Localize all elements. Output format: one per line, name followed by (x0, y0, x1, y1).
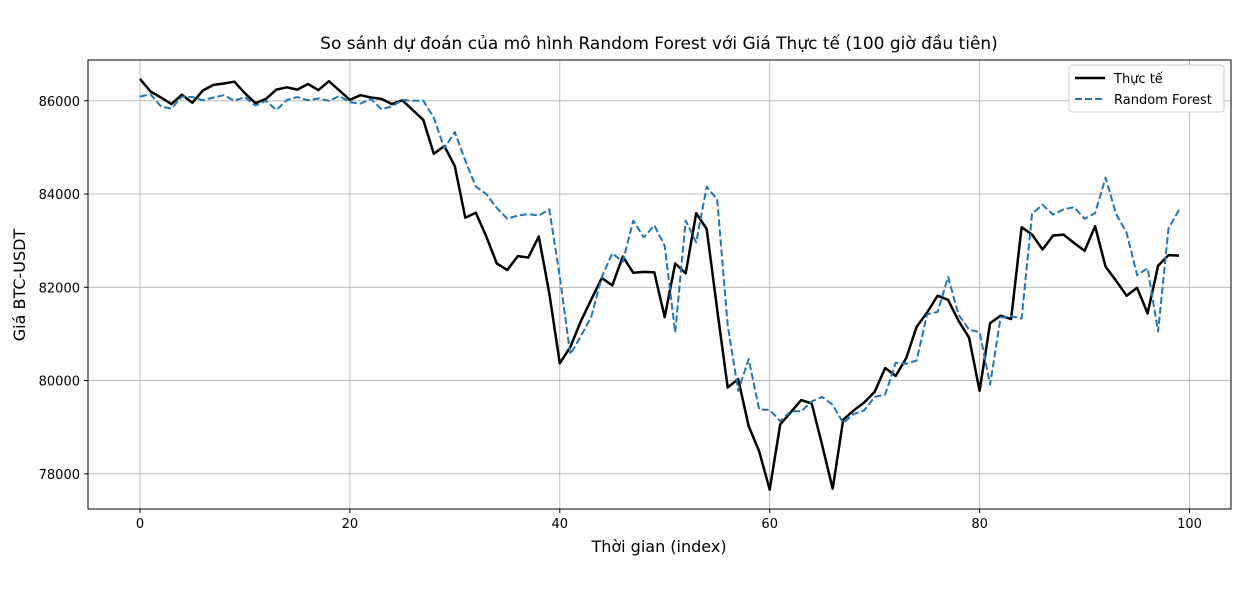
x-tick-label: 80 (971, 517, 988, 532)
series-layer (139, 78, 1180, 491)
legend-label-actual: Thực tế (1113, 72, 1163, 87)
x-tick-label: 20 (342, 517, 359, 532)
ticks-layer: 0 20 40 60 80 100 78000 80000 82000 84000 86000 (39, 95, 1202, 532)
y-tick-label: 80000 (39, 375, 80, 390)
y-tick-label: 86000 (39, 95, 80, 110)
x-tick-label: 0 (136, 517, 144, 532)
series-line-random-forest (139, 93, 1180, 424)
x-tick-label: 100 (1177, 517, 1202, 532)
legend: Thực tế Random Forest (1068, 64, 1225, 113)
x-tick-label: 60 (761, 517, 778, 532)
x-tick-label: 40 (552, 517, 569, 532)
legend-box (1068, 64, 1225, 113)
x-axis-label: Thời gian (index) (590, 537, 726, 556)
series-line-actual (139, 78, 1180, 491)
legend-label-random-forest: Random Forest (1114, 93, 1212, 108)
plot-frame (87, 59, 1232, 510)
y-axis-label: Giá BTC-USDT (10, 229, 29, 342)
chart-title: So sánh dự đoán của mô hình Random Fores… (320, 33, 998, 54)
y-tick-label: 82000 (39, 281, 80, 296)
y-tick-label: 78000 (39, 468, 80, 483)
grid-layer (88, 60, 1231, 509)
y-tick-label: 84000 (39, 188, 80, 203)
